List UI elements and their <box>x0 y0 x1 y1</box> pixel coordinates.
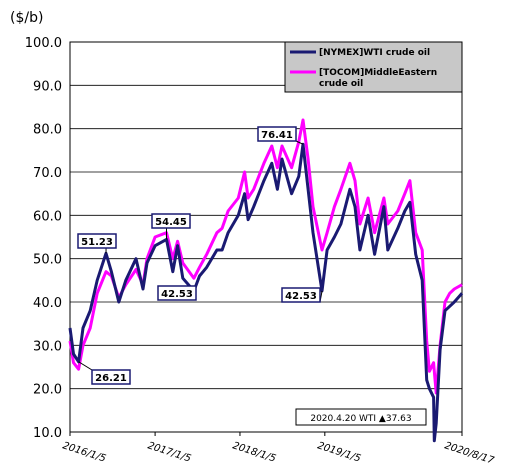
annotation-label: 26.21 <box>95 373 127 384</box>
y-axis-ticks: 10.0 20.0 30.0 40.0 50.0 60.0 70.0 80.0 90.0 100.… <box>25 36 62 441</box>
series-layer <box>68 118 464 443</box>
grid-lines <box>70 84 462 390</box>
annotation-label: 54.45 <box>155 217 187 228</box>
note-text: 2020.4.20 WTI ▲37.63 <box>310 414 411 424</box>
legend-box <box>284 41 463 93</box>
x-tick-label: 2020/8/17 <box>443 440 496 466</box>
series-line-wti <box>68 142 464 443</box>
y-tick-label: 90.0 <box>33 79 62 94</box>
x-tick-label: 2017/1/5 <box>146 440 192 464</box>
legend-label-tocom: [TOCOM]MiddleEastern crude oil <box>319 68 440 89</box>
y-tick-label: 30.0 <box>33 339 62 354</box>
annotation-label: 42.53 <box>161 289 193 300</box>
annotation-box <box>257 126 297 142</box>
y-tick-label: 100.0 <box>25 36 62 51</box>
x-tick-label: 2019/1/5 <box>316 440 362 464</box>
plot-area <box>69 41 463 433</box>
x-tick-label: 2018/1/5 <box>231 440 277 464</box>
annotation-label: 42.53 <box>285 291 317 302</box>
annotation-box <box>91 369 131 385</box>
legend-label-tocom-line1: [TOCOM]MiddleEastern <box>319 68 437 78</box>
legend: [NYMEX]WTI crude oil [TOCOM]MiddleEaster… <box>284 41 463 93</box>
note-frame <box>295 408 427 426</box>
y-tick-label: 40.0 <box>33 296 62 311</box>
annotation-box <box>77 233 117 249</box>
y-tick-label: 20.0 <box>33 383 62 398</box>
annotation-box <box>281 287 321 303</box>
annotation-box <box>151 213 191 229</box>
y-tick-label: 70.0 <box>33 166 62 181</box>
legend-label-wti: [NYMEX]WTI crude oil <box>319 48 430 58</box>
y-tick-label: 50.0 <box>33 253 62 268</box>
y-axis-title: ($/b) <box>10 10 43 26</box>
annotation-label: 51.23 <box>81 237 113 248</box>
annotation-leader <box>78 361 93 371</box>
note-box: 2020.4.20 WTI ▲37.63 <box>295 408 427 426</box>
annotation-box <box>157 285 197 301</box>
y-tick-label: 80.0 <box>33 123 62 138</box>
annotations-layer: 51.23 26.21 54.45 42.53 76.41 42.53 <box>77 126 323 385</box>
y-tick-label: 60.0 <box>33 209 62 224</box>
annotation-leader <box>295 140 304 145</box>
x-axis-ticks: 2016/1/5 2017/1/5 2018/1/5 2019/1/5 2020/8/1… <box>61 432 496 466</box>
annotation-label: 76.41 <box>261 130 293 141</box>
legend-label-tocom-line2: crude oil <box>319 79 363 89</box>
x-tick-label: 2016/1/5 <box>61 440 107 464</box>
y-tick-label: 10.0 <box>33 426 62 441</box>
